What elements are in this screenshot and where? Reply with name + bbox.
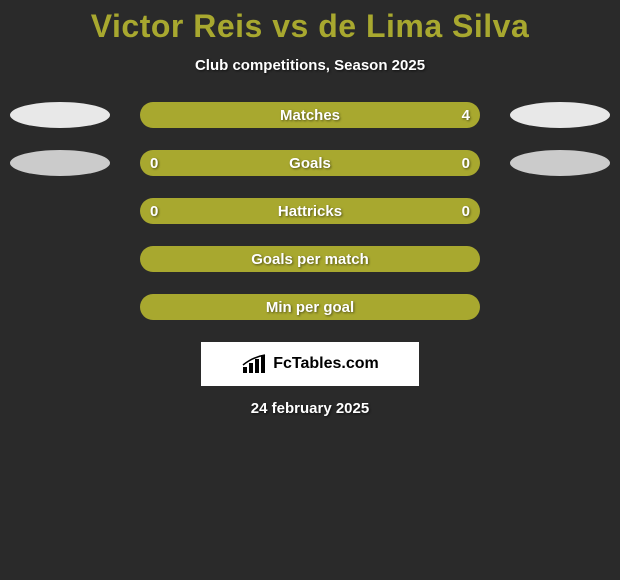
stat-left-value: 0	[150, 203, 158, 220]
stat-label: Goals	[289, 155, 331, 172]
stat-label: Min per goal	[266, 299, 354, 316]
stat-label: Hattricks	[278, 203, 342, 220]
stat-bar: Min per goal	[140, 294, 480, 320]
stat-label: Goals per match	[251, 251, 369, 268]
bar-chart-icon	[241, 353, 269, 375]
stat-right-value: 0	[462, 203, 470, 220]
comparison-infographic: Victor Reis vs de Lima Silva Club compet…	[0, 0, 620, 417]
stat-bar: Matches 4	[140, 102, 480, 128]
stat-bar: Goals per match	[140, 246, 480, 272]
stat-row: 0 Hattricks 0	[0, 198, 620, 224]
stat-row: 0 Goals 0	[0, 150, 620, 176]
subtitle: Club competitions, Season 2025	[0, 57, 620, 74]
source-logo: FcTables.com	[201, 342, 419, 386]
logo-text: FcTables.com	[273, 355, 379, 373]
player-right-marker	[510, 102, 610, 128]
stat-bar: 0 Goals 0	[140, 150, 480, 176]
player-left-marker	[10, 102, 110, 128]
stat-right-value: 0	[462, 155, 470, 172]
stat-label: Matches	[280, 107, 340, 124]
date-label: 24 february 2025	[0, 400, 620, 417]
stat-row: Matches 4	[0, 102, 620, 128]
player-left-marker	[10, 150, 110, 176]
page-title: Victor Reis vs de Lima Silva	[0, 8, 620, 45]
stat-bar: 0 Hattricks 0	[140, 198, 480, 224]
stat-row: Min per goal	[0, 294, 620, 320]
stat-row: Goals per match	[0, 246, 620, 272]
player-right-marker	[510, 150, 610, 176]
stat-left-value: 0	[150, 155, 158, 172]
stat-right-value: 4	[462, 107, 470, 124]
